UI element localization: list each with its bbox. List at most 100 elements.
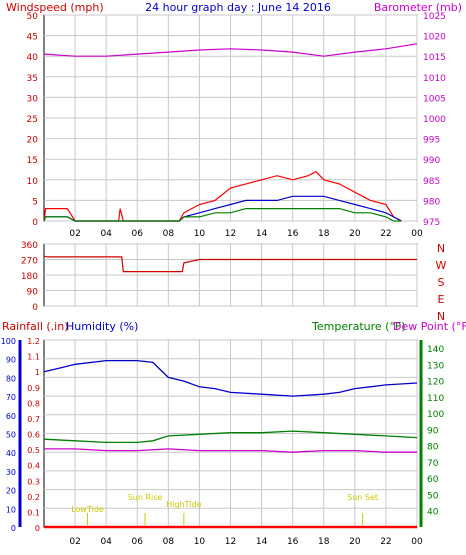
rain-y-tick: 0.9 xyxy=(27,384,40,393)
wind-y-tick: 5 xyxy=(32,197,38,207)
wind-y-tick: 10 xyxy=(27,177,39,187)
rain-y-tick: 0.8 xyxy=(27,399,40,408)
humidity-y-tick: 30 xyxy=(6,468,16,477)
temp-x-tick: 04 xyxy=(100,537,112,547)
wind-title: Windspeed (mph) xyxy=(6,1,104,14)
direction-series xyxy=(43,255,417,273)
compass-label: N xyxy=(437,310,445,323)
series-humidity xyxy=(43,359,418,397)
temp-x-tick: 18 xyxy=(318,537,330,547)
rain-y-tick: 0.7 xyxy=(27,415,40,424)
temperature-y-tick: 80 xyxy=(427,443,439,453)
direction-y-tick: 180 xyxy=(21,272,38,282)
barometer-y-tick: 1025 xyxy=(423,12,446,22)
wind-series-3 xyxy=(43,208,402,222)
wind-x-tick: 08 xyxy=(163,229,175,239)
temp-x-tick: 14 xyxy=(256,537,268,547)
rain-y-tick: 0.2 xyxy=(27,493,40,502)
direction-y-tick: 360 xyxy=(21,241,38,251)
wind-x-tick: 20 xyxy=(349,229,361,239)
barometer-y-tick: 980 xyxy=(423,197,440,207)
wind-y-tick: 25 xyxy=(27,115,38,125)
barometer-y-tick: 985 xyxy=(423,177,440,187)
compass-label: S xyxy=(438,276,445,289)
rain-y-tick: 1.2 xyxy=(27,337,40,346)
rainfall-title: Rainfall (.in) xyxy=(2,320,69,333)
wind-x-tick: 16 xyxy=(287,229,299,239)
series-temperature xyxy=(43,430,418,444)
temp-x-tick: 10 xyxy=(194,537,206,547)
barometer-y-tick: 1010 xyxy=(423,74,446,84)
wind-y-tick: 20 xyxy=(27,136,39,146)
rain-y-tick: 0.6 xyxy=(27,431,40,440)
rain-y-tick: 0.1 xyxy=(27,508,40,517)
temp-x-tick: 08 xyxy=(163,537,175,547)
temp-x-tick: 20 xyxy=(349,537,361,547)
annotation-label: Sun Set xyxy=(347,493,378,502)
barometer-y-tick: 1000 xyxy=(423,115,446,125)
rain-y-tick: 0 xyxy=(35,524,40,533)
humidity-y-tick: 20 xyxy=(6,487,16,496)
barometer-y-tick: 995 xyxy=(423,136,440,146)
temperature-y-tick: 120 xyxy=(427,378,444,388)
rain-y-tick: 0.5 xyxy=(27,446,40,455)
wind-y-tick: 40 xyxy=(27,53,39,63)
humidity-y-tick: 100 xyxy=(1,337,16,346)
humidity-y-tick: 60 xyxy=(6,412,16,421)
annotation-label: HighTide xyxy=(166,500,201,509)
wind-x-tick: 18 xyxy=(318,229,330,239)
wind-series-4 xyxy=(43,43,418,57)
direction-y-tick: 270 xyxy=(21,257,38,267)
wind-y-tick: 0 xyxy=(32,218,38,228)
humidity-y-tick: 50 xyxy=(6,431,16,440)
temperature-y-tick: 140 xyxy=(427,345,444,355)
temperature-y-tick: 40 xyxy=(427,508,439,518)
temperature-y-tick: 110 xyxy=(427,394,444,404)
wind-y-tick: 30 xyxy=(27,94,39,104)
wind-x-tick: 02 xyxy=(69,229,80,239)
wind-x-tick: 06 xyxy=(132,229,144,239)
temperature-y-tick: 70 xyxy=(427,459,439,469)
humidity-y-tick: 0 xyxy=(11,524,16,533)
humidity-y-tick: 10 xyxy=(6,505,16,514)
wind-series-1 xyxy=(43,170,402,222)
annotation-label: LowTide xyxy=(71,505,104,514)
barometer-title: Barometer (mb) xyxy=(374,1,462,14)
barometer-y-tick: 975 xyxy=(423,218,440,228)
compass-label: N xyxy=(437,242,445,255)
wind-y-tick: 50 xyxy=(27,12,39,22)
wind-x-tick: 00 xyxy=(411,229,423,239)
temperature-y-tick: 100 xyxy=(427,410,444,420)
direction-y-tick: 0 xyxy=(32,303,38,313)
temp-x-tick: 02 xyxy=(69,537,80,547)
compass-label: E xyxy=(438,293,445,306)
rain-y-tick: 1.1 xyxy=(27,353,40,362)
temp-x-tick: 06 xyxy=(132,537,144,547)
direction-y-tick: 90 xyxy=(27,288,39,298)
wind-x-tick: 12 xyxy=(225,229,236,239)
humidity-y-tick: 40 xyxy=(6,449,16,458)
temp-x-tick: 16 xyxy=(287,537,299,547)
rain-y-tick: 0.4 xyxy=(27,462,40,471)
annotation-label: Sun Rise xyxy=(128,493,163,502)
temperature-y-tick: 90 xyxy=(427,426,439,436)
graph-title: 24 hour graph day : June 14 2016 xyxy=(145,1,331,14)
wind-x-tick: 10 xyxy=(194,229,206,239)
temp-x-tick: 12 xyxy=(225,537,236,547)
rain-y-tick: 0.3 xyxy=(27,477,40,486)
series-dew-point xyxy=(44,448,417,453)
humidity-y-tick: 90 xyxy=(6,356,16,365)
temperature-y-tick: 50 xyxy=(427,491,439,501)
dewpoint-title: Dew Point (°F) xyxy=(393,320,466,333)
barometer-y-tick: 1015 xyxy=(423,53,446,63)
wind-x-tick: 22 xyxy=(380,229,391,239)
wind-x-tick: 04 xyxy=(100,229,112,239)
temp-x-tick: 22 xyxy=(380,537,391,547)
humidity-y-tick: 80 xyxy=(6,374,16,383)
temperature-y-tick: 60 xyxy=(427,475,439,485)
compass-label: W xyxy=(436,259,447,272)
barometer-y-tick: 990 xyxy=(423,156,440,166)
barometer-y-tick: 1005 xyxy=(423,94,446,104)
